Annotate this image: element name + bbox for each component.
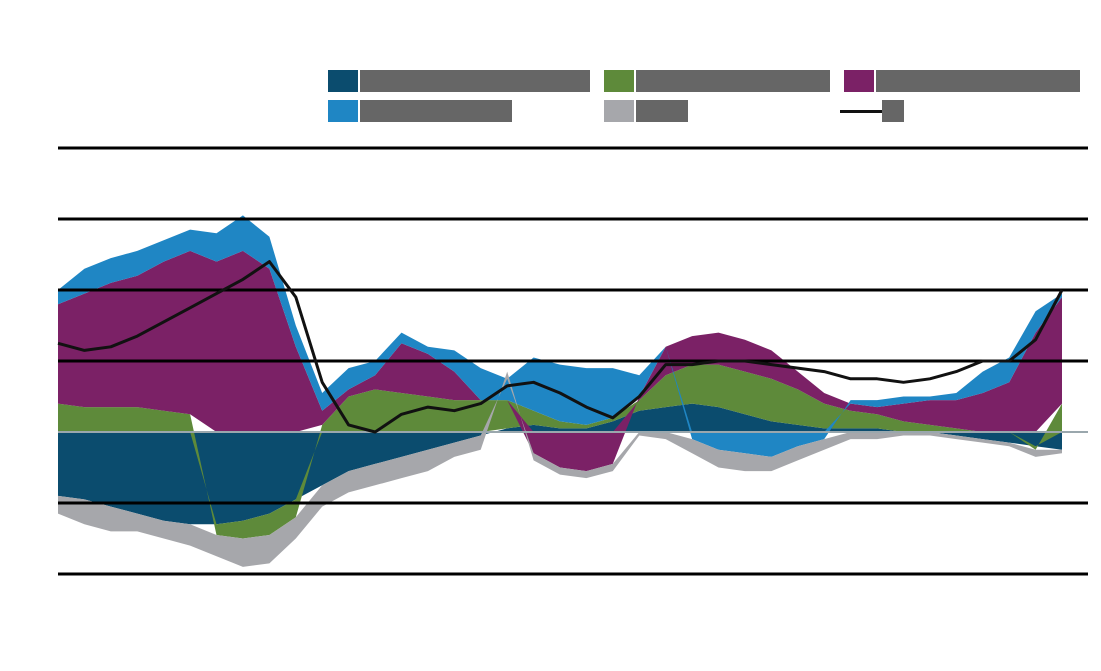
legend-swatch-purple bbox=[844, 70, 874, 92]
legend-label-purple bbox=[876, 70, 1080, 92]
area-series-grey bbox=[58, 371, 1062, 567]
legend-swatch-dark-blue bbox=[328, 70, 358, 92]
legend-label-grey bbox=[636, 100, 688, 122]
legend-label-line bbox=[882, 100, 904, 122]
area-series-light-blue bbox=[58, 215, 1062, 457]
legend-item-line bbox=[840, 100, 906, 122]
legend-label-light-blue bbox=[360, 100, 512, 122]
legend-swatch-light-blue bbox=[328, 100, 358, 122]
legend-swatch-green bbox=[604, 70, 634, 92]
area-series-dark-blue bbox=[58, 403, 1062, 525]
area-series-green bbox=[58, 364, 1062, 539]
legend-label-dark-blue bbox=[360, 70, 590, 92]
legend-item-green bbox=[604, 70, 830, 92]
total-line-group bbox=[57, 260, 1064, 434]
stacked-areas bbox=[58, 215, 1062, 567]
legend-swatch-grey bbox=[604, 100, 634, 122]
legend-item-light-blue bbox=[328, 100, 512, 122]
total-line bbox=[57, 260, 1064, 434]
area-series-purple bbox=[58, 250, 1062, 472]
gridlines bbox=[58, 146, 1088, 576]
chart-legend bbox=[0, 0, 1101, 130]
legend-line-swatch bbox=[840, 110, 882, 113]
legend-item-grey bbox=[604, 100, 688, 122]
legend-item-dark-blue bbox=[328, 70, 590, 92]
legend-label-green bbox=[636, 70, 830, 92]
legend-item-purple bbox=[844, 70, 1080, 92]
